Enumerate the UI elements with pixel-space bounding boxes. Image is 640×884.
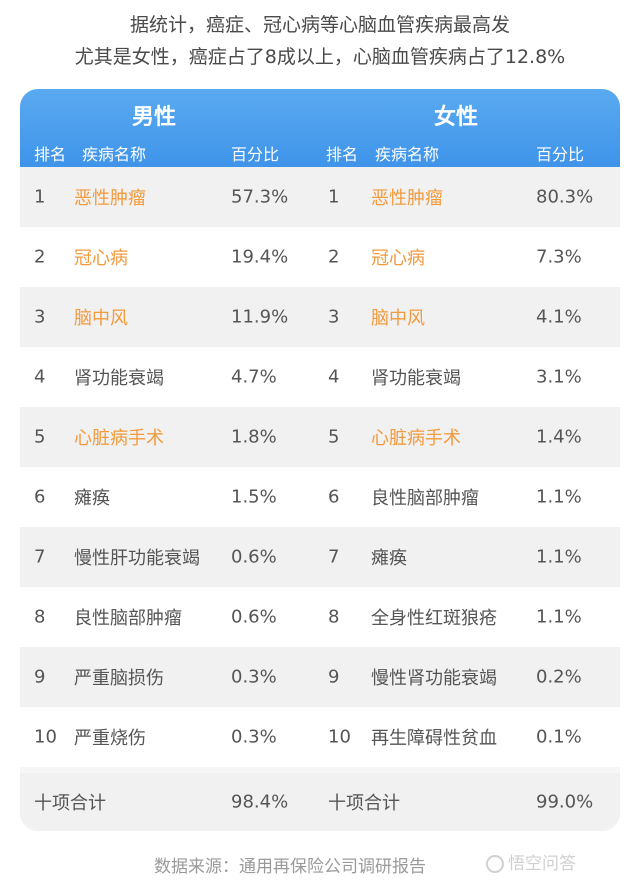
female-rank: 2 bbox=[328, 246, 340, 268]
male-name-header: 疾病名称 bbox=[82, 145, 147, 164]
female-rank: 6 bbox=[328, 486, 340, 508]
headline-line-1: 据统计，癌症、冠心病等心脑血管疾病最高发 bbox=[129, 14, 510, 36]
male-rank: 9 bbox=[34, 666, 46, 688]
table-row: 9 严重脑损伤 0.3% 9 慢性肾功能衰竭 0.2% bbox=[20, 647, 620, 707]
table-row: 8 良性脑部肿瘤 0.6% 8 全身性红斑狼疮 1.1% bbox=[20, 587, 620, 647]
male-percentage: 1.5% bbox=[231, 486, 277, 508]
female-percentage: 7.3% bbox=[536, 246, 582, 268]
female-percentage: 4.1% bbox=[536, 306, 582, 328]
table-row: 1 恶性肿瘤 57.3% 1 恶性肿瘤 80.3% bbox=[20, 167, 620, 227]
male-disease-name: 冠心病 bbox=[74, 248, 128, 269]
female-disease-name: 再生障碍性贫血 bbox=[371, 728, 497, 749]
male-disease-name: 脑中风 bbox=[74, 308, 128, 329]
male-percentage: 11.9% bbox=[231, 306, 289, 328]
female-disease-name: 全身性红斑狼疮 bbox=[371, 608, 497, 629]
male-percentage: 0.6% bbox=[231, 606, 277, 628]
female-disease-name: 脑中风 bbox=[371, 308, 425, 329]
male-total-pct: 98.4% bbox=[231, 791, 289, 813]
female-percentage: 1.1% bbox=[536, 486, 582, 508]
male-percentage: 0.3% bbox=[231, 726, 277, 748]
male-disease-name: 心脏病手术 bbox=[74, 428, 164, 449]
male-percentage: 1.8% bbox=[231, 426, 277, 448]
female-rank: 8 bbox=[328, 606, 340, 628]
male-rank: 6 bbox=[34, 486, 46, 508]
male-disease-name: 恶性肿瘤 bbox=[74, 188, 146, 209]
male-pct-header: 百分比 bbox=[231, 145, 280, 164]
male-rank: 8 bbox=[34, 606, 46, 628]
female-rank: 3 bbox=[328, 306, 340, 328]
female-rank: 1 bbox=[328, 186, 340, 208]
table-row: 5 心脏病手术 1.8% 5 心脏病手术 1.4% bbox=[20, 407, 620, 467]
female-disease-name: 肾功能衰竭 bbox=[371, 368, 461, 389]
male-percentage: 0.6% bbox=[231, 546, 277, 568]
female-disease-name: 瘫痪 bbox=[371, 548, 407, 569]
total-row: 十项合计 98.4% 十项合计 99.0% bbox=[20, 773, 620, 831]
table-row: 7 慢性肝功能衰竭 0.6% 7 瘫痪 1.1% bbox=[20, 527, 620, 587]
male-disease-name: 严重脑损伤 bbox=[74, 668, 164, 689]
table-row: 3 脑中风 11.9% 3 脑中风 4.1% bbox=[20, 287, 620, 347]
female-pct-header: 百分比 bbox=[536, 145, 585, 164]
female-rank: 9 bbox=[328, 666, 340, 688]
table-row: 2 冠心病 19.4% 2 冠心病 7.3% bbox=[20, 227, 620, 287]
watermark: 悟空问答 bbox=[486, 849, 576, 874]
male-percentage: 19.4% bbox=[231, 246, 289, 268]
male-percentage: 4.7% bbox=[231, 366, 277, 388]
female-percentage: 3.1% bbox=[536, 366, 582, 388]
male-rank: 10 bbox=[34, 726, 57, 748]
female-rank: 4 bbox=[328, 366, 340, 388]
female-disease-name: 心脏病手术 bbox=[371, 428, 461, 449]
table-row: 4 肾功能衰竭 4.7% 4 肾功能衰竭 3.1% bbox=[20, 347, 620, 407]
female-disease-name: 慢性肾功能衰竭 bbox=[371, 668, 497, 689]
female-percentage: 1.1% bbox=[536, 546, 582, 568]
female-percentage: 1.4% bbox=[536, 426, 582, 448]
headline-line-2: 尤其是女性，癌症占了8成以上，心脑血管疾病占了12.8% bbox=[74, 46, 566, 68]
female-name-header: 疾病名称 bbox=[375, 145, 440, 164]
male-rank: 1 bbox=[34, 186, 46, 208]
male-disease-name: 瘫痪 bbox=[74, 488, 110, 509]
female-rank-header: 排名 bbox=[326, 145, 359, 164]
watermark-text: 悟空问答 bbox=[508, 854, 576, 874]
female-percentage: 0.2% bbox=[536, 666, 582, 688]
male-title: 男性 bbox=[131, 105, 176, 130]
male-rank: 4 bbox=[34, 366, 46, 388]
male-disease-name: 良性脑部肿瘤 bbox=[74, 608, 182, 629]
female-percentage: 0.1% bbox=[536, 726, 582, 748]
data-source: 数据来源：通用再保险公司调研报告 bbox=[154, 857, 426, 877]
male-percentage: 0.3% bbox=[231, 666, 277, 688]
chat-bubble-icon bbox=[486, 855, 504, 873]
male-rank: 2 bbox=[34, 246, 46, 268]
female-disease-name: 冠心病 bbox=[371, 248, 425, 269]
male-percentage: 57.3% bbox=[231, 186, 289, 208]
male-rank: 3 bbox=[34, 306, 46, 328]
male-disease-name: 肾功能衰竭 bbox=[74, 368, 164, 389]
table-row: 6 瘫痪 1.5% 6 良性脑部肿瘤 1.1% bbox=[20, 467, 620, 527]
male-disease-name: 慢性肝功能衰竭 bbox=[74, 548, 200, 569]
female-percentage: 80.3% bbox=[536, 186, 594, 208]
female-title: 女性 bbox=[433, 105, 478, 130]
female-disease-name: 恶性肿瘤 bbox=[371, 188, 443, 209]
female-total-label: 十项合计 bbox=[328, 793, 400, 814]
disease-ranking-table: 男性 女性 排名 疾病名称 百分比 排名 疾病名称 百分比 1 恶性肿瘤 57.3%… bbox=[20, 89, 620, 831]
male-total-label: 十项合计 bbox=[34, 793, 106, 814]
female-rank: 10 bbox=[328, 726, 351, 748]
male-disease-name: 严重烧伤 bbox=[74, 728, 146, 749]
male-rank: 5 bbox=[34, 426, 46, 448]
female-rank: 7 bbox=[328, 546, 340, 568]
male-rank-header: 排名 bbox=[34, 145, 67, 164]
female-rank: 5 bbox=[328, 426, 340, 448]
female-disease-name: 良性脑部肿瘤 bbox=[371, 488, 479, 509]
table-row: 10 严重烧伤 0.3% 10 再生障碍性贫血 0.1% bbox=[20, 707, 620, 767]
male-rank: 7 bbox=[34, 546, 46, 568]
table-header: 男性 女性 排名 疾病名称 百分比 排名 疾病名称 百分比 bbox=[20, 89, 620, 167]
female-total-pct: 99.0% bbox=[536, 791, 594, 813]
female-percentage: 1.1% bbox=[536, 606, 582, 628]
